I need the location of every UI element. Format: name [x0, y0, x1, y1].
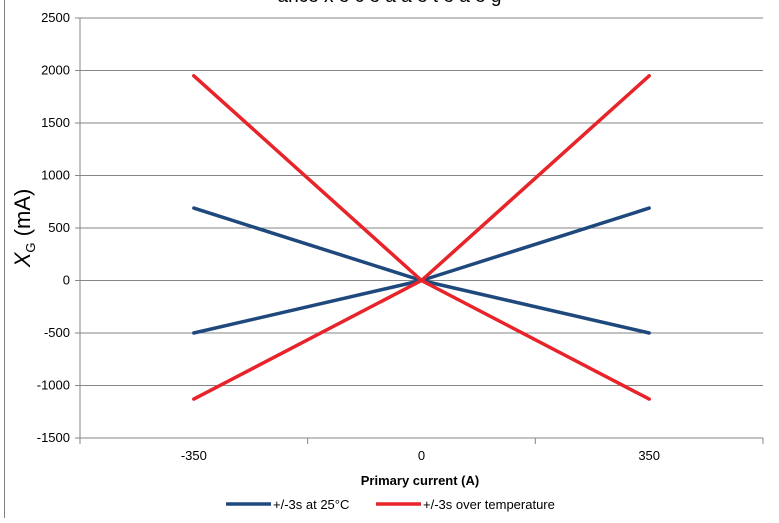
y-tick-label: 2000: [41, 63, 70, 78]
x-axis-label: Primary current (A): [361, 473, 479, 488]
y-axis-label-unit: (mA): [10, 189, 35, 243]
y-tick-label: -1500: [37, 430, 70, 445]
series-line: [192, 206, 651, 335]
x-tick-label: 350: [638, 448, 660, 463]
series-line: [192, 206, 651, 335]
legend: +/-3s at 25°C +/-3s over temperature: [226, 497, 555, 512]
y-tick-label: 2500: [41, 10, 70, 25]
x-tick-label: 0: [418, 448, 425, 463]
y-axis-label-symbol: X: [10, 251, 35, 268]
y-axis-label: XG (mA): [10, 189, 38, 269]
y-tick-label: -500: [44, 325, 70, 340]
chart-frame-edge: [4, 0, 5, 518]
axes: [75, 17, 764, 444]
series-line: [192, 74, 651, 401]
y-axis-label-subscript: G: [23, 242, 38, 252]
y-tick-label: -1000: [37, 378, 70, 393]
tick-labels: 2500 2000 1500 1000 500 0 -500 -1000 -1500 -350 0 3…: [37, 10, 660, 463]
legend-label: +/-3s at 25°C: [273, 497, 349, 512]
y-tick-label: 1500: [41, 115, 70, 130]
series-lines: [192, 74, 651, 401]
y-tick-label: 500: [48, 220, 70, 235]
series-line: [192, 74, 651, 401]
y-tick-label: 1000: [41, 168, 70, 183]
chart-title-fragment: ance x e c e a a e t e a e g: [0, 0, 779, 8]
gridlines: [80, 17, 763, 439]
x-tick-label: -350: [181, 448, 207, 463]
y-tick-label: 0: [63, 273, 70, 288]
legend-label: +/-3s over temperature: [423, 497, 555, 512]
